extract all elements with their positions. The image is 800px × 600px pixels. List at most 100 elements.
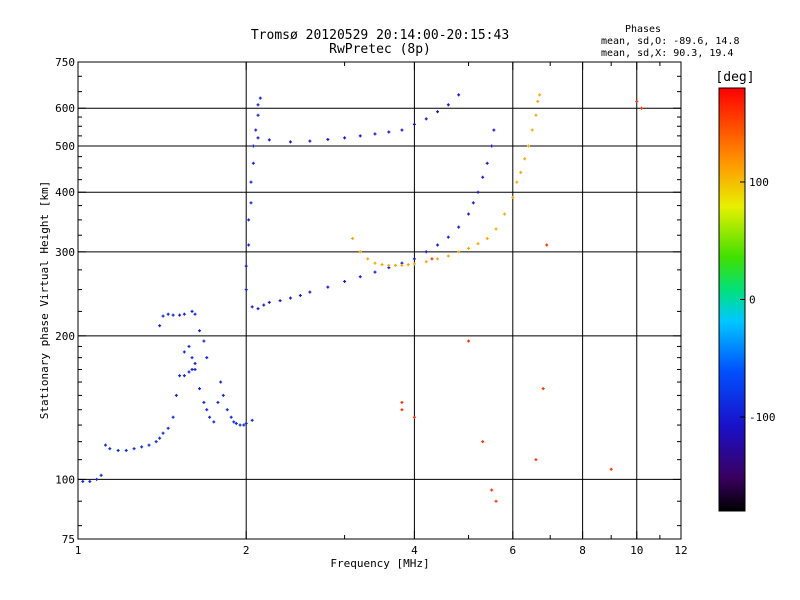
data-point [430, 257, 434, 261]
data-point [225, 408, 229, 412]
data-point [373, 132, 377, 136]
data-point [523, 157, 527, 161]
data-point [640, 106, 644, 110]
grid-layer [78, 62, 681, 539]
data-point [387, 263, 391, 267]
x-tick-label: 8 [579, 544, 586, 557]
data-point [467, 246, 471, 250]
data-point [400, 263, 404, 267]
data-point [288, 140, 292, 144]
data-point [208, 415, 212, 419]
data-point [490, 144, 494, 148]
data-point [249, 180, 253, 184]
data-point [187, 344, 191, 348]
data-point [161, 431, 165, 435]
data-point [476, 190, 480, 194]
data-point [205, 408, 209, 412]
data-point [358, 275, 362, 279]
colorbar-tick-label: 100 [749, 176, 769, 189]
data-point [99, 473, 103, 477]
data-point [538, 93, 542, 97]
data-point [326, 285, 330, 289]
data-point [366, 257, 370, 261]
data-point [373, 270, 377, 274]
data-point [205, 356, 209, 360]
y-tick-label: 600 [55, 102, 75, 115]
data-point [387, 130, 391, 134]
data-point [476, 242, 480, 246]
data-point [232, 420, 236, 424]
data-point [400, 408, 404, 412]
data-point [238, 423, 242, 427]
data-point [288, 296, 292, 300]
data-point [298, 293, 302, 297]
data-point [635, 99, 639, 103]
data-point [343, 136, 347, 140]
data-point [457, 225, 461, 229]
data-point [251, 144, 255, 148]
data-point [412, 122, 416, 126]
data-point [494, 499, 498, 503]
data-point [198, 387, 202, 391]
data-point [412, 262, 416, 266]
data-point [250, 305, 254, 309]
data-point [166, 426, 170, 430]
data-point [140, 445, 144, 449]
x-tick-label: 12 [674, 544, 687, 557]
data-point [158, 436, 162, 440]
data-point [174, 393, 178, 397]
x-tick-label: 1 [75, 544, 82, 557]
data-point [244, 264, 248, 268]
data-point [190, 367, 194, 371]
y-axis-label: Stationary phase Virtual Height [km] [38, 181, 51, 419]
chart-title: Tromsø 20120529 20:14:00-20:15:43 [251, 28, 509, 43]
data-point [256, 136, 260, 140]
data-point [536, 99, 540, 103]
phase-legend-title: Phases [625, 24, 661, 35]
phase-legend-x: mean, sd,X: 90.3, 19.4 [601, 48, 733, 59]
x-tick-label: 2 [243, 544, 250, 557]
data-point [412, 415, 416, 419]
data-point [158, 324, 162, 328]
data-point [182, 350, 186, 354]
data-point [262, 303, 266, 307]
data-point [234, 421, 238, 425]
data-point [481, 175, 485, 179]
data-point [457, 93, 461, 97]
data-point [108, 447, 112, 451]
data-point [178, 374, 182, 378]
data-point [471, 201, 475, 205]
data-point [202, 400, 206, 404]
colorbar-tick-label: -100 [749, 411, 776, 424]
data-point [221, 393, 225, 397]
y-tick-label: 500 [55, 140, 75, 153]
data-point [267, 300, 271, 304]
x-tick-label: 6 [509, 544, 516, 557]
data-point [202, 339, 206, 343]
y-tick-label: 75 [62, 533, 75, 546]
data-point [182, 374, 186, 378]
data-point [81, 479, 85, 483]
data-point [326, 137, 330, 141]
data-point [446, 235, 450, 239]
data-point [267, 138, 271, 142]
data-point [161, 314, 165, 318]
data-point [424, 260, 428, 264]
data-point [412, 257, 416, 261]
data-point [393, 263, 397, 267]
data-point [503, 212, 507, 216]
data-point [182, 312, 186, 316]
data-point [88, 479, 92, 483]
data-point [467, 212, 471, 216]
y-tick-label: 100 [55, 473, 75, 486]
x-tick-label: 4 [411, 544, 418, 557]
data-point [343, 279, 347, 283]
data-point [609, 467, 613, 471]
data-point [216, 400, 220, 404]
data-point [492, 128, 496, 132]
data-point [198, 329, 202, 333]
data-point [515, 180, 519, 184]
data-point [244, 421, 248, 425]
data-point [190, 309, 194, 313]
data-point [249, 201, 253, 205]
